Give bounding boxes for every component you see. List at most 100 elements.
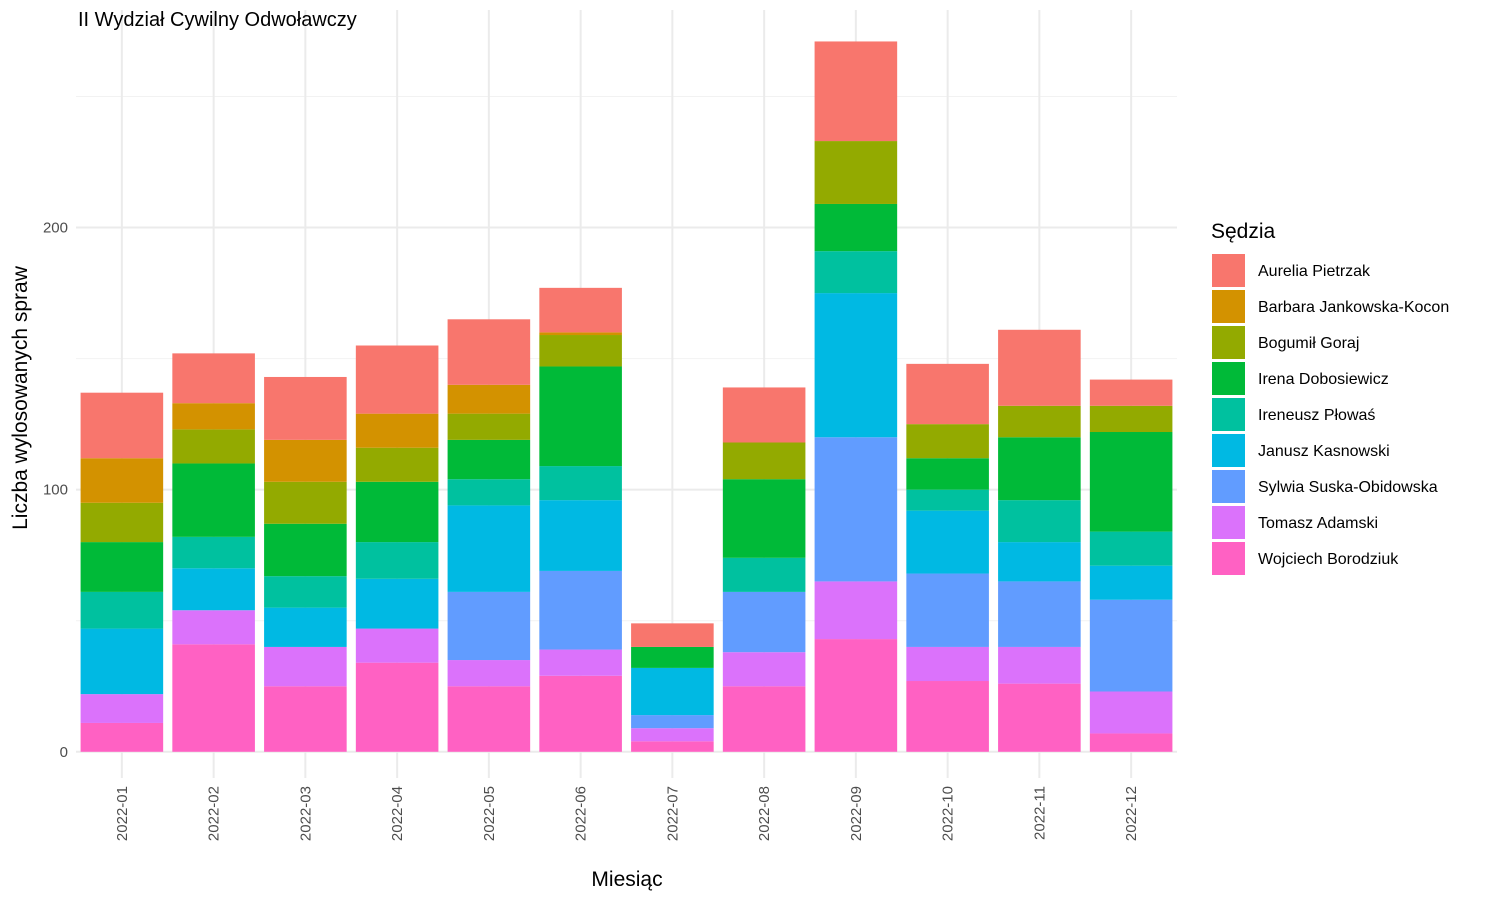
bar-segment	[447, 479, 531, 506]
bar-segment	[1089, 733, 1173, 752]
bar-segment	[998, 329, 1081, 406]
bar-segment	[631, 646, 714, 668]
bar-segment	[264, 576, 347, 608]
x-tick-label: 2022-06	[573, 786, 590, 841]
chart-title: II Wydział Cywilny Odwoławczy	[78, 9, 357, 31]
bar-segment	[906, 424, 989, 459]
x-tick-label: 2022-10	[940, 786, 957, 841]
bar-segment	[539, 500, 622, 571]
bar-segment	[631, 741, 714, 752]
legend-label: Irena Dobosiewicz	[1258, 371, 1389, 388]
bars-layer	[80, 41, 1173, 752]
bar-segment	[814, 203, 898, 252]
bar-segment	[447, 413, 531, 440]
bar-segment	[355, 481, 439, 543]
bar-segment	[998, 581, 1081, 647]
bar-segment	[80, 392, 164, 459]
axes-layer: 0 100 200 2022-01 2022-02 2022-03 2022-04 2022-…	[43, 220, 1140, 842]
bar-segment	[447, 505, 531, 592]
legend-title: Sędzia	[1211, 220, 1276, 243]
legend-key	[1212, 362, 1245, 395]
legend-key	[1212, 254, 1245, 287]
bar-segment	[172, 610, 255, 645]
x-tick-label: 2022-03	[297, 786, 314, 841]
legend-key	[1212, 326, 1245, 359]
bar-segment	[447, 319, 531, 385]
bar-segment	[906, 458, 989, 490]
bar-segment	[814, 41, 898, 142]
bar-segment	[172, 536, 255, 569]
bar-segment	[722, 442, 806, 480]
bar-segment	[814, 581, 898, 640]
bar-segment	[906, 681, 989, 752]
bar-segment	[814, 141, 898, 204]
bar-segment	[998, 542, 1081, 582]
bar-segment	[80, 542, 164, 592]
bar-segment	[814, 639, 898, 752]
bar-segment	[1089, 432, 1173, 532]
bar-segment	[722, 479, 806, 558]
bar-segment	[447, 660, 531, 687]
legend-label: Wojciech Borodziuk	[1258, 551, 1399, 568]
legend-key	[1212, 506, 1245, 539]
bar-segment	[539, 366, 622, 467]
bar-segment	[539, 466, 622, 501]
bar-segment	[722, 557, 806, 592]
bar-segment	[539, 649, 622, 676]
legend-key	[1212, 398, 1245, 431]
x-tick-label: 2022-12	[1123, 786, 1140, 841]
legend-key	[1212, 470, 1245, 503]
bar-segment	[80, 502, 164, 543]
bar-segment	[906, 489, 989, 511]
bar-segment	[172, 568, 255, 611]
bar-segment	[264, 607, 347, 647]
bar-segment	[355, 447, 439, 482]
bar-segment	[998, 683, 1081, 752]
legend-key	[1212, 542, 1245, 575]
bar-segment	[80, 628, 164, 695]
bar-segment	[722, 686, 806, 752]
bar-segment	[264, 686, 347, 752]
bar-segment	[264, 439, 347, 482]
bar-segment	[355, 662, 439, 752]
bar-segment	[264, 376, 347, 440]
legend-key	[1212, 290, 1245, 323]
bar-segment	[172, 463, 255, 537]
bar-segment	[355, 628, 439, 663]
bar-segment	[722, 387, 806, 443]
x-tick-label: 2022-01	[114, 786, 131, 841]
legend-label: Janusz Kasnowski	[1258, 443, 1390, 460]
bar-segment	[722, 652, 806, 687]
x-tick-label: 2022-09	[848, 786, 865, 841]
bar-segment	[539, 287, 622, 333]
bar-segment	[355, 542, 439, 579]
bar-segment	[264, 523, 347, 577]
bar-segment	[80, 722, 164, 752]
bar-segment	[998, 405, 1081, 438]
legend-label: Sylwia Suska-Obidowska	[1258, 479, 1438, 496]
y-tick-label: 0	[60, 744, 68, 761]
x-tick-label: 2022-07	[664, 786, 681, 841]
y-tick-label: 100	[43, 482, 68, 499]
bar-segment	[264, 481, 347, 524]
legend-label: Bogumił Goraj	[1258, 335, 1359, 352]
bar-segment	[539, 335, 622, 367]
bar-segment	[80, 458, 164, 503]
bar-segment	[998, 437, 1081, 501]
bar-segment	[814, 437, 898, 582]
legend-label: Aurelia Pietrzak	[1258, 263, 1371, 280]
x-tick-label: 2022-05	[481, 786, 498, 841]
bar-segment	[814, 251, 898, 294]
y-tick-label: 200	[43, 220, 68, 237]
bar-segment	[631, 667, 714, 716]
bar-segment	[906, 363, 989, 425]
bar-segment	[355, 578, 439, 629]
bar-segment	[906, 510, 989, 574]
legend-items: Aurelia Pietrzak Barbara Jankowska-Kocon B…	[1212, 254, 1449, 575]
bar-segment	[722, 591, 806, 653]
legend-label: Ireneusz Płowaś	[1258, 407, 1375, 424]
bar-segment	[355, 345, 439, 414]
bar-segment	[447, 686, 531, 752]
